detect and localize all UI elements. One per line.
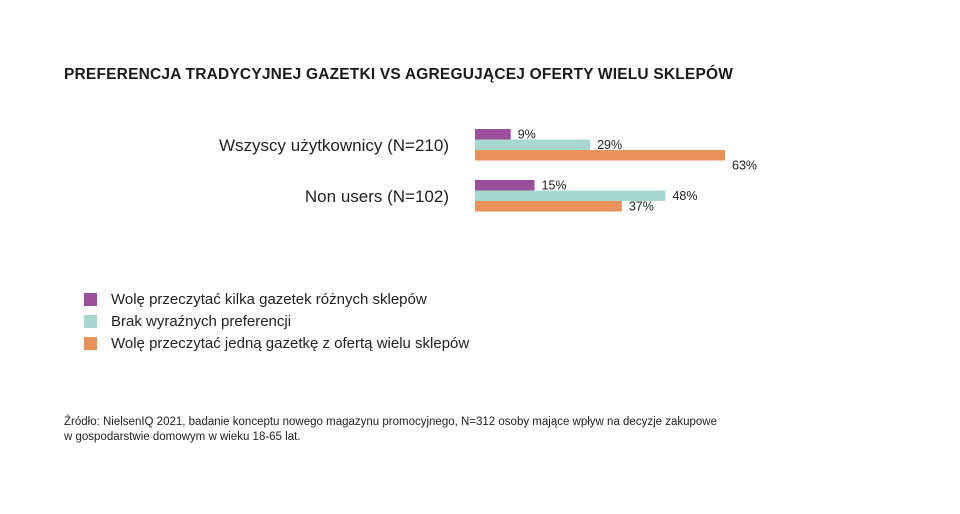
data-label: 63%: [732, 159, 757, 173]
legend-item-single-aggregated-leaflet: Wolę przeczytać jedną gazetkę z ofertą w…: [84, 332, 469, 354]
bar: [475, 150, 725, 161]
legend-item-no-preference: Brak wyraźnych preferencji: [84, 310, 469, 332]
source-line-1: Źródło: NielsenIQ 2021, badanie konceptu…: [64, 416, 718, 428]
data-label: 15%: [542, 179, 567, 193]
legend-label: Wolę przeczytać kilka gazetek różnych sk…: [111, 290, 427, 308]
source-note: Źródło: NielsenIQ 2021, badanie konceptu…: [64, 415, 764, 445]
data-label: 48%: [672, 189, 697, 203]
legend-swatch: [84, 336, 97, 350]
data-label: 9%: [518, 128, 536, 142]
data-label: 37%: [629, 200, 654, 214]
bar: [475, 190, 666, 201]
category-label: Non users (N=102): [305, 187, 449, 206]
legend-swatch: [84, 292, 97, 306]
bar: [475, 129, 511, 140]
legend-label: Wolę przeczytać jedną gazetkę z ofertą w…: [111, 334, 470, 352]
source-line-2: w gospodarstwie domowym w wieku 18-65 la…: [64, 431, 301, 443]
legend: Wolę przeczytać kilka gazetek różnych sk…: [84, 288, 469, 354]
legend-label: Brak wyraźnych preferencji: [111, 312, 292, 330]
bar: [475, 139, 591, 150]
data-label: 29%: [597, 138, 622, 152]
category-label: Wszyscy użytkownicy (N=210): [219, 136, 449, 155]
bar: [475, 180, 535, 191]
bar: [475, 201, 622, 212]
legend-swatch: [84, 314, 97, 328]
chart-title: PREFERENCJA TRADYCYJNEJ GAZETKI VS AGREG…: [64, 66, 734, 83]
legend-item-several-leaflets: Wolę przeczytać kilka gazetek różnych sk…: [84, 288, 469, 310]
